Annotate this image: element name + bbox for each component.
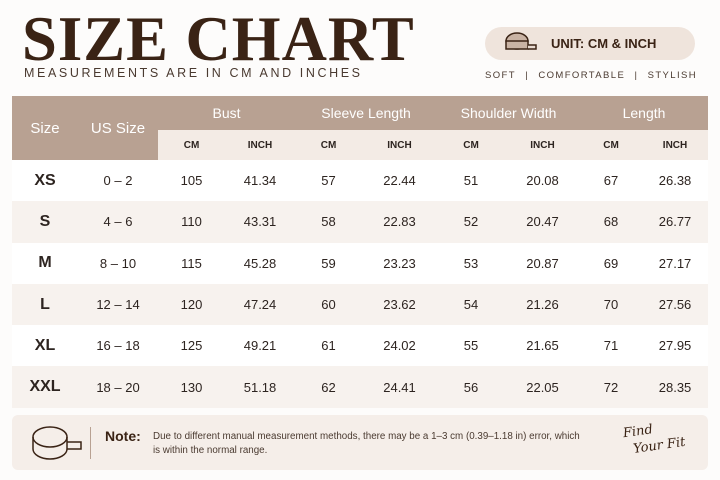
- data-row: XXL 18 – 20 130 51.18 62 24.41 56 22.05 72 28.35: [12, 366, 709, 408]
- size-cell: XS: [12, 160, 78, 202]
- group-header: Sleeve Length: [295, 96, 438, 130]
- cell: 21.26: [505, 283, 581, 326]
- group-header: Length: [580, 96, 709, 130]
- cell: 22.05: [505, 366, 581, 408]
- cell: 110: [158, 201, 225, 243]
- unit-header: INCH: [642, 130, 709, 160]
- data-row: L 12 – 14 120 47.24 60 23.62 54 21.26 70 27.56: [12, 283, 709, 326]
- cell: 51: [437, 160, 506, 202]
- cell: 24.02: [362, 325, 438, 367]
- subheader-row: CM INCH CM INCH CM INCH CM INCH: [12, 130, 709, 160]
- cell: 0 – 2: [78, 160, 158, 202]
- cell: 18 – 20: [78, 366, 158, 408]
- cell: 120: [158, 283, 225, 326]
- cell: 54: [437, 283, 506, 326]
- cell: 27.17: [642, 242, 709, 284]
- note-text: Due to different manual measurement meth…: [153, 431, 580, 456]
- cell: 70: [580, 283, 643, 326]
- cell: 115: [158, 242, 225, 284]
- tag: SOFT: [485, 70, 516, 81]
- cell: 26.77: [642, 201, 709, 243]
- size-cell: XXL: [12, 366, 78, 408]
- cell: 72: [580, 366, 643, 408]
- header-row: Size US Size Bust Sleeve Length Shoulder Wid…: [12, 96, 709, 160]
- cell: 23.23: [362, 242, 438, 284]
- cell: 22.83: [362, 201, 438, 243]
- data-row: XL 16 – 18 125 49.21 61 24.02 55 21.65 71 27.95: [12, 325, 709, 367]
- unit-header: CM: [580, 130, 643, 160]
- cell: 47.24: [225, 283, 296, 326]
- tag: COMFORTABLE: [538, 70, 626, 81]
- group-header: Bust: [158, 96, 296, 130]
- cell: 52: [437, 201, 506, 243]
- cell: 105: [158, 160, 225, 202]
- cell: 43.31: [225, 201, 296, 243]
- cell: 23.62: [362, 283, 438, 326]
- group-header: Shoulder Width: [437, 96, 581, 130]
- cell: 59: [295, 242, 363, 284]
- unit-header: CM: [437, 130, 506, 160]
- unit-header: INCH: [225, 130, 296, 160]
- size-cell: S: [12, 201, 78, 243]
- cell: 27.95: [642, 325, 709, 367]
- unit-label: UNIT: CM & INCH: [551, 36, 657, 51]
- cell: 69: [580, 242, 643, 284]
- cell: 125: [158, 325, 225, 367]
- cell: 130: [158, 366, 225, 408]
- tagline: Find Your Fit: [622, 417, 687, 459]
- cell: 60: [295, 283, 363, 326]
- cell: 8 – 10: [78, 242, 158, 284]
- size-cell: L: [12, 283, 78, 326]
- data-row: XS 0 – 2 105 41.34 57 22.44 51 20.08 67 26.38: [12, 160, 709, 202]
- unit-header: INCH: [505, 130, 581, 160]
- unit-header: CM: [158, 130, 225, 160]
- cell: 24.41: [362, 366, 438, 408]
- cell: 61: [295, 325, 363, 367]
- tags: SOFT | COMFORTABLE | STYLISH: [485, 70, 697, 81]
- size-table: Size US Size Bust Sleeve Length Shoulder Wid…: [12, 96, 709, 408]
- cell: 55: [437, 325, 506, 367]
- cell: 22.44: [362, 160, 438, 202]
- cell: 57: [295, 160, 363, 202]
- cell: 4 – 6: [78, 201, 158, 243]
- unit-header: CM: [295, 130, 363, 160]
- subtitle: MEASUREMENTS ARE IN CM AND INCHES: [24, 66, 363, 80]
- cell: 28.35: [642, 366, 709, 408]
- cell: 58: [295, 201, 363, 243]
- tag: STYLISH: [647, 70, 697, 81]
- tape-icon: [505, 32, 537, 50]
- tape-icon: [32, 426, 82, 460]
- cell: 56: [437, 366, 506, 408]
- cell: 20.87: [505, 242, 581, 284]
- cell: 21.65: [505, 325, 581, 367]
- note-label: Note:: [105, 428, 141, 444]
- cell: 41.34: [225, 160, 296, 202]
- cell: 27.56: [642, 283, 709, 326]
- unit-badge: UNIT: CM & INCH: [485, 27, 695, 60]
- cell: 71: [580, 325, 643, 367]
- cell: 68: [580, 201, 643, 243]
- cell: 20.47: [505, 201, 581, 243]
- title: SIZE CHART: [22, 3, 415, 74]
- unit-header: INCH: [362, 130, 438, 160]
- column-header: Size: [12, 96, 78, 160]
- cell: 20.08: [505, 160, 581, 202]
- cell: 12 – 14: [78, 283, 158, 326]
- cell: 49.21: [225, 325, 296, 367]
- cell: 45.28: [225, 242, 296, 284]
- cell: 26.38: [642, 160, 709, 202]
- cell: 62: [295, 366, 363, 408]
- cell: 67: [580, 160, 643, 202]
- size-cell: M: [12, 242, 78, 284]
- cell: 16 – 18: [78, 325, 158, 367]
- cell: 51.18: [225, 366, 296, 408]
- cell: 53: [437, 242, 506, 284]
- note-box: Note: Due to different manual measuremen…: [12, 415, 708, 470]
- size-cell: XL: [12, 325, 78, 367]
- column-header: US Size: [78, 96, 158, 160]
